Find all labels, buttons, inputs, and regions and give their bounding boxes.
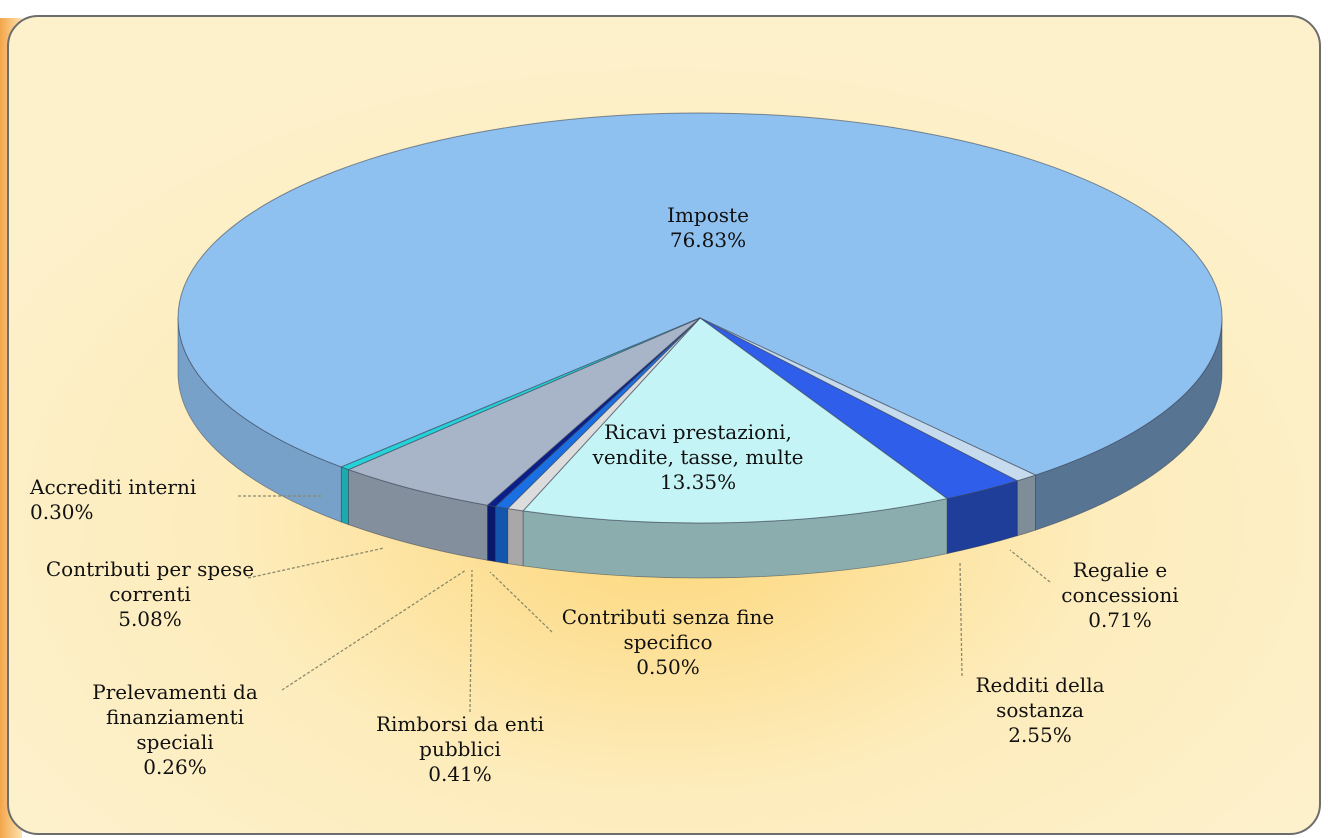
- slice-label: Contributi per spese correnti 5.08%: [45, 557, 255, 632]
- slice-label: Redditi della sostanza 2.55%: [950, 673, 1130, 748]
- slice: [339, 317, 701, 471]
- leader-line: [281, 569, 467, 691]
- slice: [522, 317, 949, 524]
- label-name: Accrediti interni: [30, 475, 197, 499]
- label-value: 0.71%: [1088, 608, 1152, 632]
- slice-label: Imposte 76.83%: [578, 203, 838, 253]
- slice-side: [487, 504, 496, 563]
- label-name: Contributi per spese correnti: [45, 557, 255, 606]
- label-value: 2.55%: [1008, 723, 1072, 747]
- label-value: 0.26%: [143, 755, 207, 779]
- leader-line: [489, 571, 553, 633]
- slice-label: Ricavi prestazioni, vendite, tasse, mult…: [568, 420, 828, 495]
- slice-label: Accrediti interni 0.30%: [30, 475, 240, 525]
- slice-label: Regalie e concessioni 0.71%: [1030, 558, 1210, 633]
- slice-side: [507, 508, 524, 567]
- slice-side: [340, 466, 349, 526]
- slice-side: [494, 506, 509, 565]
- slice-side: [1016, 474, 1036, 537]
- leader-line: [1009, 549, 1051, 583]
- label-value: 76.83%: [669, 228, 747, 252]
- slice-label: Prelevamenti da finanziamenti speciali 0.…: [65, 680, 285, 780]
- label-name: Redditi della sostanza: [975, 673, 1105, 722]
- label-value: 13.35%: [659, 470, 737, 494]
- label-value: 0.30%: [30, 500, 94, 524]
- slice-label: Contributi senza fine specifico 0.50%: [548, 605, 788, 680]
- leader-line: [469, 569, 473, 713]
- label-value: 0.50%: [636, 655, 700, 679]
- label-name: Prelevamenti da finanziamenti speciali: [92, 680, 258, 754]
- label-name: Imposte: [667, 203, 749, 227]
- slice-label: Rimborsi da enti pubblici 0.41%: [350, 712, 570, 787]
- slice: [347, 317, 701, 506]
- pie: [177, 112, 1223, 579]
- leaders: [238, 495, 1051, 713]
- label-value: 0.41%: [428, 762, 492, 786]
- slice: [177, 112, 1223, 476]
- label-value: 5.08%: [118, 607, 182, 631]
- label-name: Rimborsi da enti pubblici: [375, 712, 545, 761]
- label-name: Ricavi prestazioni, vendite, tasse, mult…: [592, 420, 804, 469]
- leader-line: [959, 561, 963, 677]
- label-name: Regalie e concessioni: [1061, 558, 1179, 607]
- label-name: Contributi senza fine specifico: [561, 605, 775, 654]
- leader-line: [247, 547, 385, 579]
